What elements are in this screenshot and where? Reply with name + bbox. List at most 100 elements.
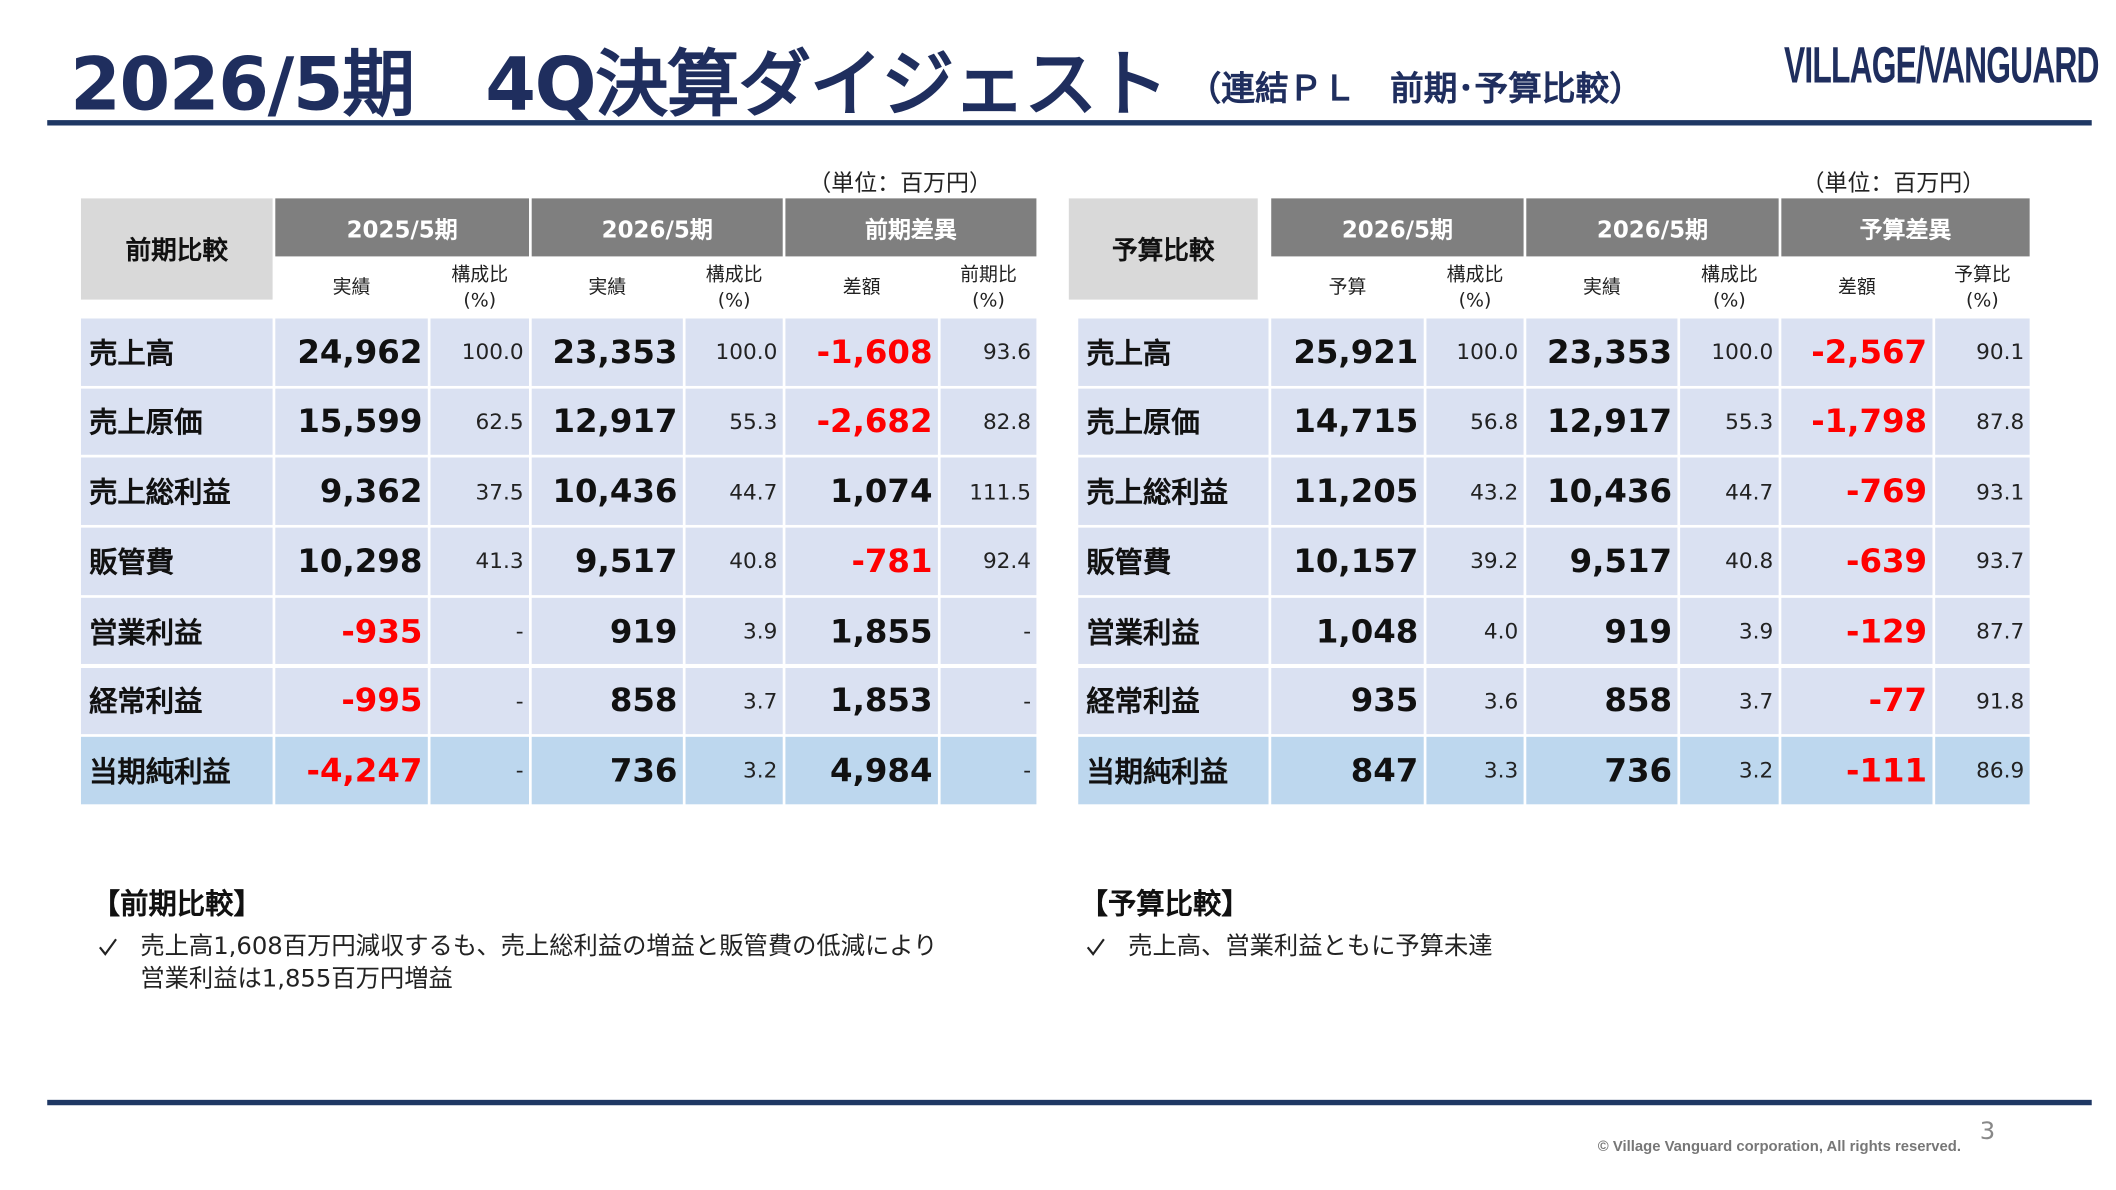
corner-cell: 前期比較 [80, 198, 273, 300]
sub-header: 実績 [1582, 276, 1621, 299]
footer-rule [47, 1099, 2092, 1106]
ratio-cell: - [940, 737, 1037, 804]
value-cell: 858 [531, 667, 683, 735]
value-cell: -1,798 [1781, 388, 1933, 456]
value-cell: -4,247 [275, 737, 428, 804]
ratio-cell: 92.4 [940, 527, 1037, 595]
ratio-cell: 41.3 [430, 527, 530, 595]
group-header: 2026/5期 [531, 198, 783, 257]
ratio-cell: 87.8 [1935, 388, 2030, 456]
value-cell: 11,205 [1271, 458, 1424, 525]
value-cell: -1,608 [785, 318, 938, 386]
value-cell: 10,157 [1271, 527, 1424, 595]
ratio-cell: 44.7 [685, 458, 783, 525]
ratio-cell: 93.1 [1935, 458, 2030, 525]
ratio-cell: - [430, 737, 530, 804]
sub-header: 実績 [588, 276, 627, 299]
value-cell: -995 [275, 667, 428, 735]
value-cell: -2,682 [785, 388, 938, 456]
value-cell: 1,048 [1271, 597, 1424, 665]
value-cell: 15,599 [275, 388, 428, 456]
ratio-cell: 87.7 [1935, 597, 2030, 665]
row-label: 売上総利益 [80, 458, 273, 525]
value-cell: 24,962 [275, 318, 428, 386]
unit: （単位：百万円） [808, 170, 992, 198]
ratio-cell: 91.8 [1935, 667, 2030, 735]
ratio-cell: 100.0 [430, 318, 530, 386]
ratio-cell: 3.7 [685, 667, 783, 735]
ratio-cell: 43.2 [1426, 458, 1524, 525]
copyright: © Village Vanguard corporation, All righ… [1597, 1138, 1961, 1156]
ratio-cell: 90.1 [1935, 318, 2030, 386]
ratio-cell: - [430, 597, 530, 665]
sub-header: 構成比 (%) [1701, 263, 1758, 312]
sub-header: 予算 [1328, 276, 1367, 299]
ratio-cell: 3.7 [1680, 667, 1779, 735]
ratio-cell: 37.5 [430, 458, 530, 525]
value-cell: 9,517 [531, 527, 683, 595]
row-label: 販管費 [80, 527, 273, 595]
ratio-cell: 44.7 [1680, 458, 1779, 525]
row-label: 営業利益 [80, 597, 273, 665]
header-rule [47, 120, 2092, 126]
value-cell: 4,984 [785, 737, 938, 804]
value-cell: 12,917 [531, 388, 683, 456]
note-line: 売上高1,608百万円減収するも、売上総利益の増益と販管費の低減により [140, 932, 938, 961]
value-cell: 736 [1526, 737, 1678, 804]
group-header: 2025/5期 [275, 198, 530, 257]
sub-header: 差額 [1838, 276, 1876, 299]
value-cell: -935 [275, 597, 428, 665]
sub-header: 前期比 (%) [960, 263, 1017, 312]
value-cell: 23,353 [1526, 318, 1678, 386]
page-number: 3 [1979, 1117, 1996, 1146]
value-cell: 25,921 [1271, 318, 1424, 386]
row-label: 経常利益 [1078, 667, 1269, 735]
ratio-cell: 3.2 [685, 737, 783, 804]
note-line: 営業利益は1,855百万円増益 [140, 964, 453, 994]
note-heading: 【前期比較】 [91, 887, 262, 921]
title: 2026/5期 4Q決算ダイジェスト [70, 41, 1169, 127]
row-label: 当期純利益 [1078, 737, 1269, 804]
value-cell: 1,853 [785, 667, 938, 735]
unit: （単位：百万円） [1801, 170, 1986, 198]
value-cell: 935 [1271, 667, 1424, 735]
logo: VILLAGE/VANGUARD [1784, 37, 2099, 95]
sub-header: 実績 [332, 276, 371, 299]
ratio-cell: 93.6 [940, 318, 1037, 386]
row-label: 売上総利益 [1078, 458, 1269, 525]
group-header: 2026/5期 [1526, 198, 1779, 257]
ratio-cell: 3.6 [1426, 667, 1524, 735]
ratio-cell: 100.0 [1426, 318, 1524, 386]
ratio-cell: 55.3 [1680, 388, 1779, 456]
check-icon [1086, 938, 1105, 956]
value-cell: -129 [1781, 597, 1933, 665]
ratio-cell: 93.7 [1935, 527, 2030, 595]
value-cell: -77 [1781, 667, 1933, 735]
value-cell: 919 [531, 597, 683, 665]
note-line: 売上高、営業利益ともに予算未達 [1128, 932, 1493, 961]
value-cell: 919 [1526, 597, 1678, 665]
value-cell: 1,074 [785, 458, 938, 525]
value-cell: -111 [1781, 737, 1933, 804]
check-mark [99, 938, 117, 956]
row-label: 経常利益 [80, 667, 273, 735]
value-cell: -781 [785, 527, 938, 595]
ratio-cell: 40.8 [1680, 527, 1779, 595]
value-cell: 23,353 [531, 318, 683, 386]
ratio-cell: - [940, 667, 1037, 735]
row-label: 売上原価 [80, 388, 273, 456]
ratio-cell: - [430, 667, 530, 735]
value-cell: -639 [1781, 527, 1933, 595]
group-header: 2026/5期 [1271, 198, 1524, 257]
ratio-cell: 3.9 [1680, 597, 1779, 665]
ratio-cell: 82.8 [940, 388, 1037, 456]
value-cell: 9,517 [1526, 527, 1678, 595]
value-cell: 10,436 [531, 458, 683, 525]
row-label: 当期純利益 [80, 737, 273, 804]
group-header: 前期差異 [785, 198, 1037, 257]
value-cell: 1,855 [785, 597, 938, 665]
ratio-cell: 55.3 [685, 388, 783, 456]
ratio-cell: - [940, 597, 1037, 665]
